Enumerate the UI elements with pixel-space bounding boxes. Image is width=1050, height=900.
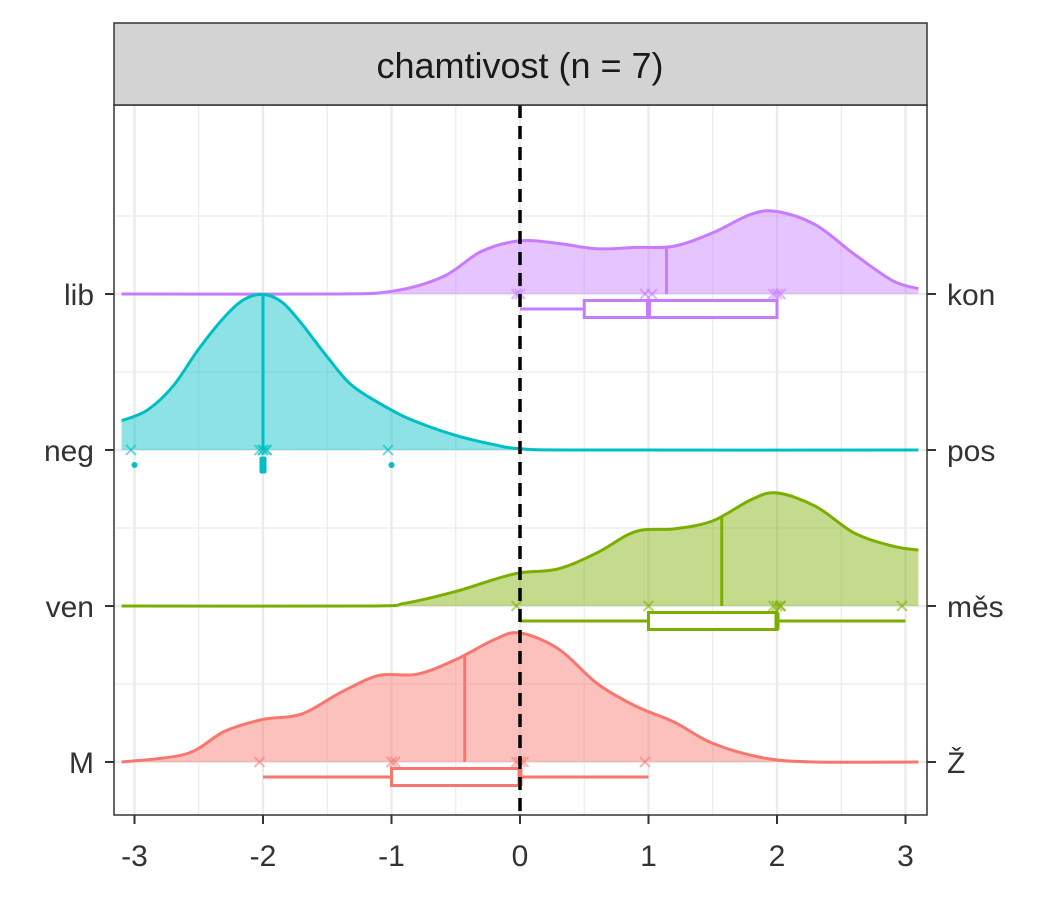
data-point-stroke	[642, 600, 655, 612]
y-tick-label-left: neg	[44, 435, 94, 468]
density-line	[121, 631, 919, 764]
density-line	[121, 491, 919, 608]
box-collapsed	[259, 456, 267, 474]
y-tick-label-left: lib	[64, 279, 94, 312]
data-point-stroke	[510, 600, 523, 612]
data-point	[771, 600, 783, 612]
series-ven-měs	[121, 491, 919, 631]
data-point	[389, 756, 401, 768]
data-point	[767, 288, 780, 300]
box-iqr	[647, 611, 779, 631]
data-point	[385, 756, 398, 768]
strip-background	[113, 22, 928, 106]
y-tick-label-right: kon	[947, 279, 995, 312]
data-point	[771, 288, 783, 300]
density-line	[121, 292, 919, 452]
data-point	[774, 600, 787, 612]
data-point-stroke	[257, 444, 269, 456]
x-tick-label: -3	[121, 840, 148, 873]
x-tick-label: 1	[640, 840, 657, 873]
box-iqr	[390, 767, 522, 787]
data-point-stroke	[125, 444, 137, 456]
x-tick-label: -2	[250, 840, 277, 873]
y-tick-label-right: Ž	[947, 747, 965, 780]
x-tick-label: 0	[512, 840, 529, 873]
x-tick-label: 2	[769, 840, 786, 873]
data-point-stroke	[260, 444, 273, 456]
box-outlier	[388, 462, 395, 468]
x-tick-label: -1	[378, 840, 405, 873]
data-point-stroke	[774, 600, 787, 612]
y-tick-label-right: měs	[947, 591, 1004, 624]
data-point-stroke	[385, 756, 398, 768]
y-tick-label-right: pos	[947, 435, 995, 468]
data-point	[382, 444, 394, 456]
data-point-stroke	[389, 756, 401, 768]
box-outlier	[131, 462, 138, 468]
density-line	[121, 209, 919, 296]
data-point	[639, 288, 651, 300]
data-point-stroke	[771, 288, 783, 300]
data-point-stroke	[382, 444, 394, 456]
data-point	[642, 600, 655, 612]
density-area	[121, 492, 919, 607]
y-tick-label-left: M	[69, 747, 94, 780]
chart-title: chamtivost (n = 7)	[376, 45, 663, 86]
data-point	[260, 444, 273, 456]
facet-strip: chamtivost (n = 7)	[113, 22, 928, 106]
data-point-stroke	[767, 288, 780, 300]
y-tick-label-left: ven	[46, 591, 94, 624]
data-point-stroke	[771, 600, 783, 612]
data-point	[896, 600, 908, 612]
data-point-stroke	[896, 600, 908, 612]
box-iqr	[582, 299, 779, 319]
data-point-stroke	[639, 756, 651, 768]
data-point-stroke	[639, 288, 651, 300]
data-point-stroke	[253, 756, 266, 768]
data-point	[639, 756, 651, 768]
data-point	[257, 444, 269, 456]
data-point	[125, 444, 137, 456]
series-neg-pos	[121, 292, 919, 474]
x-tick-label: 3	[897, 840, 914, 873]
data-point	[253, 756, 266, 768]
density-area	[121, 294, 919, 451]
data-point-stroke	[510, 288, 523, 300]
